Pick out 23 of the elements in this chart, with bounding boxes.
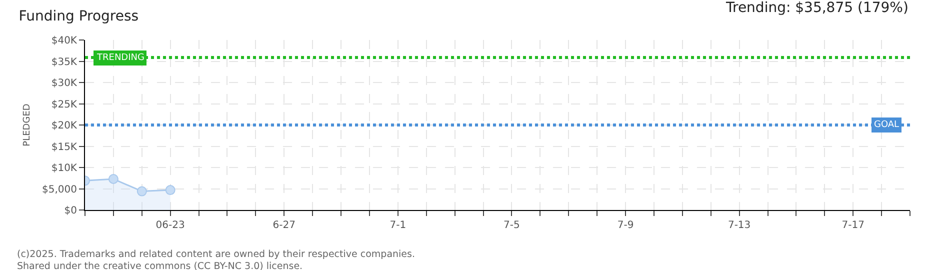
x-tick-label: 7-1 [390,220,406,231]
ref-line-label: TRENDING [96,53,144,63]
x-tick-label: 06-23 [156,220,185,231]
y-tick-label: $0 [64,206,77,216]
chart-title: Funding Progress [18,8,139,25]
y-tick-label: $40K [51,36,78,46]
x-tick-label: 7-13 [728,220,751,231]
ref-line-label: GOAL [874,120,900,130]
y-tick-label: $15K [51,142,78,153]
y-tick-label: $25K [51,99,78,110]
x-tick-label: 6-27 [272,220,296,231]
text: Shared under the creative commons (CC BY-NC 3.0) license. [17,261,303,270]
x-tick-label: 7-9 [617,220,634,231]
y-tick-label: $10K [51,163,78,174]
y-axis-title: PLEDGED [22,104,32,146]
y-tick-label: $5,000 [42,184,77,196]
text: (c)2025. Trademarks and related content are owned by their respective companies. [17,249,415,260]
y-tick-label: $35K [51,56,78,68]
y-tick-label: $30K [51,78,78,89]
y-tick-label: $20K [51,120,78,132]
chart-subtitle: Trending: $35,875 (179%) [725,0,908,16]
x-tick-label: 7-5 [504,220,520,231]
x-tick-label: 7-17 [842,220,864,231]
